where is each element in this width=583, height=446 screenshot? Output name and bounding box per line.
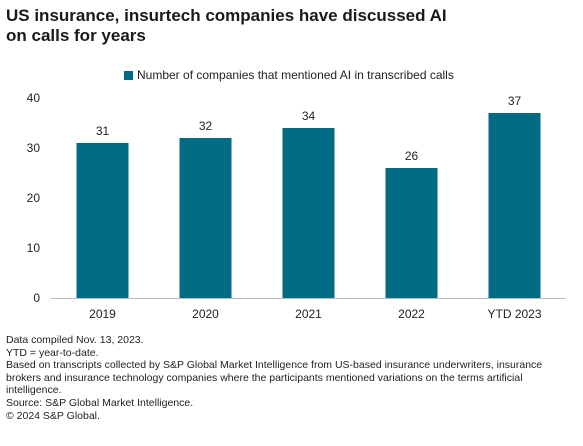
chart-title-line-2: on calls for years <box>6 26 146 45</box>
bar <box>76 143 129 298</box>
x-tick-label: 2021 <box>295 307 322 321</box>
legend-label: Number of companies that mentioned AI in… <box>137 68 454 82</box>
data-label: 37 <box>508 94 522 108</box>
bar <box>488 113 541 298</box>
chart-notes: Data compiled Nov. 13, 2023. YTD = year-… <box>6 334 576 422</box>
note-copyright: © 2024 S&P Global. <box>6 409 100 422</box>
data-label: 34 <box>302 109 316 123</box>
note-source: Source: S&P Global Market Intelligence. <box>6 396 194 409</box>
y-tick-label: 10 <box>27 241 41 255</box>
bars <box>76 113 541 298</box>
y-tick-label: 40 <box>27 91 41 105</box>
y-axis: 0 10 20 30 40 <box>27 91 41 305</box>
x-tick-label: 2020 <box>192 307 219 321</box>
y-tick-label: 30 <box>27 141 41 155</box>
data-label: 26 <box>405 149 419 163</box>
legend-swatch <box>124 70 133 80</box>
x-tick-label: 2019 <box>89 307 116 321</box>
x-tick-label: YTD 2023 <box>487 307 541 321</box>
note-methodology: Based on transcripts collected by S&P Gl… <box>6 359 543 397</box>
data-label: 31 <box>96 124 110 138</box>
x-tick-label: 2022 <box>398 307 425 321</box>
chart-legend: Number of companies that mentioned AI in… <box>124 67 454 83</box>
data-labels: 31 32 34 26 37 <box>96 94 522 163</box>
y-tick-label: 20 <box>27 191 41 205</box>
note-ytd-definition: YTD = year-to-date. <box>6 346 99 359</box>
bar <box>282 128 335 298</box>
bar <box>385 168 438 298</box>
note-data-compiled: Data compiled Nov. 13, 2023. <box>6 334 144 346</box>
bar <box>179 138 232 298</box>
data-label: 32 <box>199 119 213 133</box>
y-tick-label: 0 <box>33 291 40 305</box>
x-axis: 2019 2020 2021 2022 YTD 2023 <box>89 307 542 321</box>
chart-title: US insurance, insurtech companies have d… <box>6 6 576 46</box>
chart-title-line-1: US insurance, insurtech companies have d… <box>6 6 447 25</box>
